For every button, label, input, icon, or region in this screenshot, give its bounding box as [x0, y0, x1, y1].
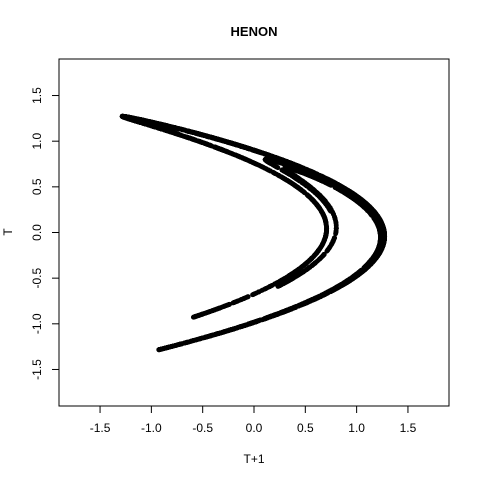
data-point	[198, 336, 203, 342]
data-point	[333, 230, 339, 236]
data-point	[251, 291, 256, 297]
data-point	[302, 190, 307, 196]
plot-frame	[58, 58, 450, 407]
points-layer	[119, 113, 388, 353]
data-point	[279, 277, 285, 283]
chart-title: HENON	[231, 24, 278, 39]
